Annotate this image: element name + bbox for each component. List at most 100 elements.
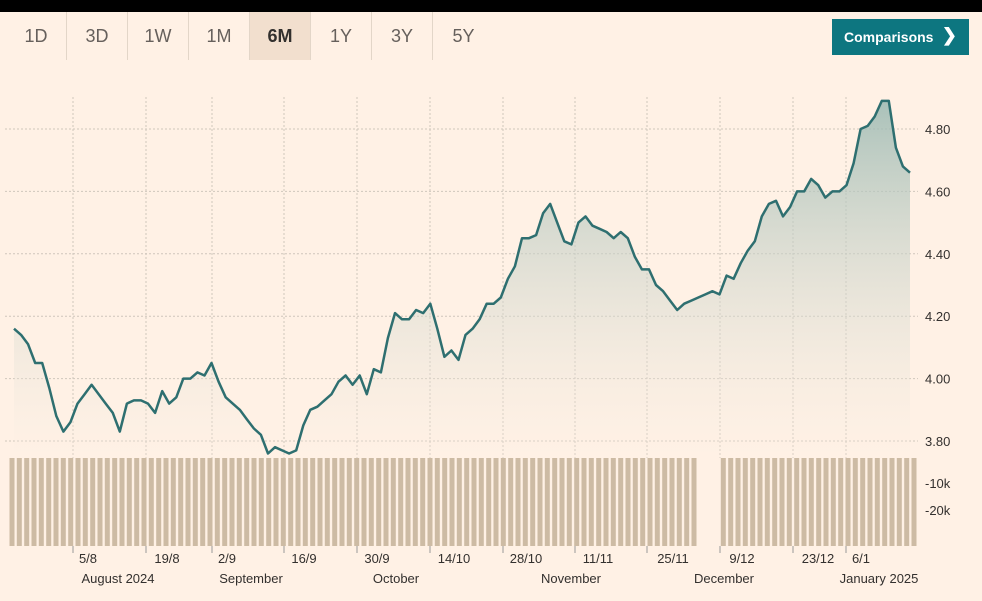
volume-bar	[97, 458, 103, 546]
volume-bar	[486, 458, 492, 546]
month-label: September	[219, 571, 283, 586]
volume-bar	[119, 458, 125, 546]
volume-bar	[625, 458, 631, 546]
volume-bar	[310, 458, 316, 546]
volume-bar	[104, 458, 110, 546]
volume-bar	[559, 458, 565, 546]
volume-bar	[764, 458, 770, 546]
volume-bar	[16, 458, 22, 546]
volume-bar	[24, 458, 30, 546]
volume-bar	[317, 458, 323, 546]
volume-bar	[82, 458, 88, 546]
tab-5y[interactable]: 5Y	[452, 25, 475, 46]
volume-bar	[434, 458, 440, 546]
volume-bar	[750, 458, 756, 546]
tab-1w[interactable]: 1W	[128, 12, 189, 60]
volume-bar	[295, 458, 301, 546]
time-range-tabs: 1D 3D 1W 1M 6M 1Y 3Y 5Y	[6, 12, 494, 60]
volume-bar	[361, 458, 367, 546]
volume-bar	[38, 458, 44, 546]
x-tick-label: 14/10	[438, 551, 471, 566]
tab-1m[interactable]: 1M	[189, 12, 250, 60]
volume-bar	[684, 458, 690, 546]
x-tick-label: 23/12	[802, 551, 835, 566]
volume-bar	[456, 458, 462, 546]
volume-bar	[552, 458, 558, 546]
volume-bar	[794, 458, 800, 546]
volume-bar	[222, 458, 228, 546]
volume-bar	[471, 458, 477, 546]
price-line	[13, 99, 911, 455]
volume-tick-label: -10k	[925, 476, 951, 491]
volume-bar	[229, 458, 235, 546]
volume-bar	[53, 458, 59, 546]
volume-bar	[508, 458, 514, 546]
volume-bar	[280, 458, 286, 546]
volume-bar	[46, 458, 52, 546]
month-label: August 2024	[81, 571, 154, 586]
y-tick-label: 4.60	[925, 184, 950, 199]
volume-bar	[640, 458, 646, 546]
tab-1y[interactable]: 1Y	[311, 12, 372, 60]
volume-bar	[178, 458, 184, 546]
volume-bar	[112, 458, 118, 546]
month-label: November	[541, 571, 602, 586]
volume-bar	[266, 458, 272, 546]
volume-bar	[566, 458, 572, 546]
x-tick-label: 30/9	[364, 551, 389, 566]
volume-bar	[288, 458, 294, 546]
volume-bar	[170, 458, 176, 546]
comparisons-button[interactable]: Comparisons ❯	[832, 19, 969, 55]
volume-tick-label: -20k	[925, 503, 951, 518]
y-tick-label: 4.20	[925, 309, 950, 324]
tab-3y[interactable]: 3Y	[372, 12, 433, 60]
top-bar	[0, 0, 982, 12]
volume-bar	[244, 458, 250, 546]
volume-bar	[830, 458, 836, 546]
volume-bar	[464, 458, 470, 546]
price-area	[14, 100, 910, 459]
x-tick-label: 16/9	[291, 551, 316, 566]
volume-bar	[163, 458, 169, 546]
volume-bar	[258, 458, 264, 546]
volume-bar	[574, 458, 580, 546]
volume-bar	[654, 458, 660, 546]
volume-bar	[442, 458, 448, 546]
tab-3d[interactable]: 3D	[67, 12, 128, 60]
tab-1d[interactable]: 1D	[6, 12, 67, 60]
volume-bar	[669, 458, 675, 546]
volume-bar	[735, 458, 741, 546]
month-label: October	[373, 571, 420, 586]
volume-bar	[185, 458, 191, 546]
volume-bar	[376, 458, 382, 546]
volume-bar	[779, 458, 785, 546]
volume-bar	[757, 458, 763, 546]
volume-bar	[720, 458, 726, 546]
volume-bar	[882, 458, 888, 546]
volume-bar	[596, 458, 602, 546]
volume-bar	[324, 458, 330, 546]
x-tick-label: 9/12	[729, 551, 754, 566]
volume-bar	[845, 458, 851, 546]
volume-bar	[214, 458, 220, 546]
volume-bar	[134, 458, 140, 546]
volume-bar	[383, 458, 389, 546]
y-tick-label: 4.40	[925, 247, 950, 262]
volume-bar	[515, 458, 521, 546]
volume-bar	[251, 458, 257, 546]
volume-bar	[522, 458, 528, 546]
volume-bar	[449, 458, 455, 546]
volume-bar	[742, 458, 748, 546]
volume-bar	[236, 458, 242, 546]
x-tick-label: 19/8	[154, 551, 179, 566]
volume-bar	[823, 458, 829, 546]
volume-bar	[354, 458, 360, 546]
volume-bar	[156, 458, 162, 546]
y-tick-label: 3.80	[925, 434, 950, 449]
x-tick-label: 11/11	[583, 551, 614, 566]
volume-bar	[728, 458, 734, 546]
volume-bar	[339, 458, 345, 546]
tab-6m[interactable]: 6M	[250, 12, 311, 60]
volume-bar	[192, 458, 198, 546]
